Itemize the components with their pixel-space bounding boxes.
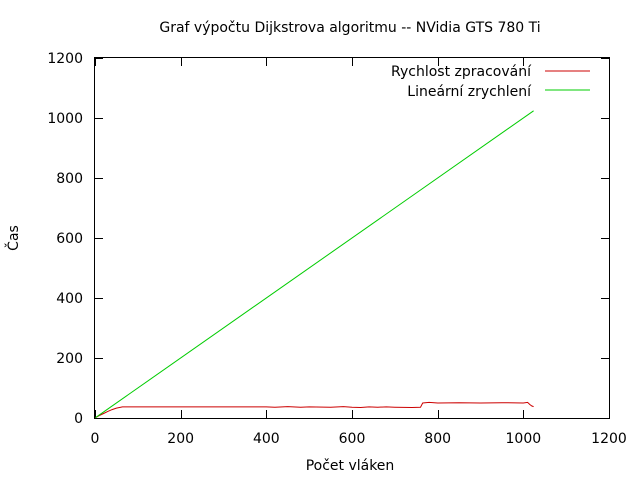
x-tick-label: 1000: [506, 431, 542, 447]
legend-label-rychlost: Rychlost zpracování: [391, 64, 532, 80]
x-tick-label: 400: [253, 431, 280, 447]
y-tick-label: 800: [56, 171, 83, 187]
y-tick-label: 0: [74, 411, 83, 427]
y-tick-label: 1200: [47, 51, 83, 67]
y-tick-label: 600: [56, 231, 83, 247]
y-tick-label: 1000: [47, 111, 83, 127]
x-axis-label: Počet vláken: [306, 458, 395, 474]
x-tick-label: 600: [339, 431, 366, 447]
series-lines: [95, 110, 534, 419]
y-tick-label: 400: [56, 291, 83, 307]
x-tick-label: 200: [167, 431, 194, 447]
legend: Rychlost zpracování Lineární zrychlení: [391, 64, 590, 100]
x-tick-labels: 0 200 400 600 800 1000 1200: [91, 431, 627, 447]
x-tick-label: 800: [424, 431, 451, 447]
axis-ticks: [95, 58, 610, 419]
series-line-linearni: [95, 110, 534, 419]
y-axis-label: Čas: [4, 225, 22, 251]
x-tick-label: 0: [91, 431, 100, 447]
plot-frame: [94, 57, 610, 419]
x-tick-label: 1200: [591, 431, 627, 447]
series-line-rychlost: [95, 401, 534, 419]
chart-title: Graf výpočtu Dijkstrova algoritmu -- NVi…: [159, 20, 540, 36]
y-tick-labels: 0 200 400 600 800 1000 1200: [47, 51, 83, 427]
legend-label-linearni: Lineární zrychlení: [407, 84, 532, 100]
y-tick-label: 200: [56, 351, 83, 367]
